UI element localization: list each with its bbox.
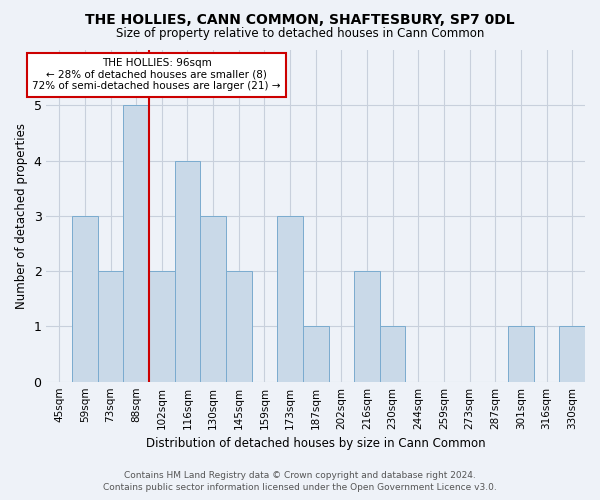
Text: THE HOLLIES: 96sqm
← 28% of detached houses are smaller (8)
72% of semi-detached: THE HOLLIES: 96sqm ← 28% of detached hou… [32,58,281,92]
Y-axis label: Number of detached properties: Number of detached properties [15,123,28,309]
Text: Size of property relative to detached houses in Cann Common: Size of property relative to detached ho… [116,28,484,40]
Text: Contains HM Land Registry data © Crown copyright and database right 2024.
Contai: Contains HM Land Registry data © Crown c… [103,471,497,492]
X-axis label: Distribution of detached houses by size in Cann Common: Distribution of detached houses by size … [146,437,485,450]
Bar [559,326,585,382]
Bar [226,271,251,382]
Bar [124,106,149,382]
Bar [98,271,124,382]
Bar [354,271,380,382]
Bar [200,216,226,382]
Bar [277,216,303,382]
Text: THE HOLLIES, CANN COMMON, SHAFTESBURY, SP7 0DL: THE HOLLIES, CANN COMMON, SHAFTESBURY, S… [85,12,515,26]
Bar [508,326,534,382]
Bar [149,271,175,382]
Bar [380,326,406,382]
Bar [175,160,200,382]
Bar [72,216,98,382]
Bar [303,326,329,382]
